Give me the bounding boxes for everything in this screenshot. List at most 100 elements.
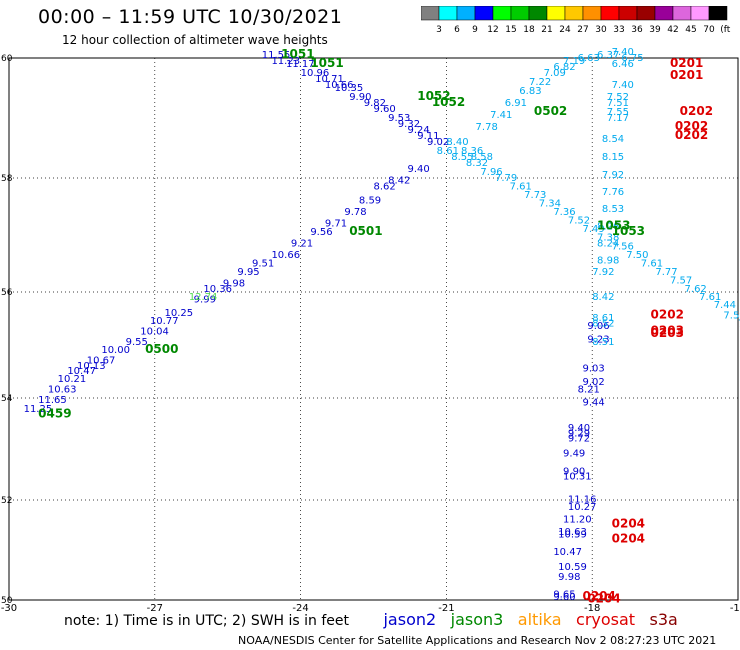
- y-tick-label: 54: [1, 394, 13, 404]
- y-tick-label: 58: [1, 174, 13, 184]
- wave-height-label: 6.75: [621, 53, 643, 64]
- wave-height-label: 8.61: [592, 313, 614, 324]
- wave-height-label: 11.23: [271, 56, 300, 67]
- wave-height-label: 10.59: [558, 562, 587, 573]
- wave-height-label: 12.74: [189, 292, 218, 303]
- wave-height-label: 9.32: [398, 119, 420, 130]
- wave-height-label: 9.60: [553, 592, 575, 603]
- wave-height-label: 10.00: [101, 345, 130, 356]
- colorbar-tick-label: 39: [649, 25, 661, 35]
- wave-height-label: 9.23: [587, 334, 609, 345]
- pass-time-label: 0201: [670, 56, 703, 70]
- wave-height-label: 7.61: [641, 258, 663, 269]
- wave-height-label: 11.17: [286, 59, 315, 70]
- wave-height-label: 10.63: [48, 385, 77, 396]
- wave-height-label: 9.90: [349, 92, 371, 103]
- wave-height-label: 9.11: [417, 131, 439, 142]
- pass-time-label: 0203: [651, 323, 684, 337]
- wave-height-label: 7.34: [539, 199, 561, 210]
- wave-height-label: 8.51: [592, 337, 614, 348]
- pass-time-label: 1052: [417, 89, 450, 103]
- wave-height-label: 8.55: [451, 152, 473, 163]
- colorbar-tick-label: 30: [595, 25, 607, 35]
- wave-height-label: 9.99: [194, 295, 216, 306]
- x-tick-label: -27: [147, 603, 163, 614]
- wave-height-label: 10.66: [271, 250, 300, 261]
- x-tick-label: -21: [438, 603, 454, 614]
- x-tick-label: -18: [584, 603, 600, 614]
- colorbar-tick-label: 33: [613, 25, 624, 35]
- wave-height-label: 7.40: [612, 47, 634, 58]
- legend-cryosat: cryosat: [576, 610, 636, 629]
- wave-height-label: 8.36: [461, 146, 483, 157]
- wave-height-label: 8.26: [597, 221, 619, 232]
- wave-height-label: 9.02: [427, 137, 449, 148]
- wave-height-label: 9.49: [563, 449, 585, 460]
- wave-height-label: 6.46: [612, 59, 634, 70]
- wave-height-label: 6.91: [505, 98, 527, 109]
- wave-height-label: 7.49: [582, 224, 604, 235]
- wave-height-label: 9.02: [582, 377, 604, 388]
- colorbar-tick-label: 21: [541, 25, 552, 35]
- wave-height-label: 7.56: [612, 241, 634, 252]
- wave-height-label: 9.06: [587, 321, 609, 332]
- wave-height-label: 10.67: [87, 356, 116, 367]
- wave-height-label: 10.63: [558, 527, 587, 538]
- y-tick-label: 60: [1, 54, 13, 64]
- colorbar-tick-label: 6: [454, 25, 460, 35]
- wave-height-label: 10.77: [150, 316, 179, 327]
- wave-height-label: 8.58: [471, 152, 493, 163]
- colorbar-tick-label: 70: [703, 25, 715, 35]
- wave-height-label: 8.24: [597, 238, 619, 249]
- wave-height-label: 8.42: [592, 292, 614, 303]
- wave-height-label: 7.44: [714, 300, 736, 311]
- color-swatch: [708, 6, 728, 21]
- wave-height-label: 8.62: [374, 181, 396, 192]
- colorbar-tick-label: 9: [472, 25, 478, 35]
- wave-height-label: 7.96: [480, 167, 502, 178]
- pass-time-label: 0204: [587, 592, 620, 606]
- pass-time-label: 1051: [281, 47, 314, 61]
- credit-line: NOAA/NESDIS Center for Satellite Applica…: [238, 634, 717, 647]
- wave-height-label: 10.04: [140, 326, 169, 337]
- colorbar-tick-label: 45: [685, 25, 696, 35]
- pass-time-label: 0202: [675, 128, 708, 142]
- legend-s3a: s3a: [649, 610, 678, 629]
- pass-time-label: 0502: [534, 104, 567, 118]
- wave-height-label: 9.03: [582, 364, 604, 375]
- wave-height-label: 7.78: [476, 122, 498, 133]
- legend: note: 1) Time is in UTC; 2) SWH is in fe…: [64, 610, 688, 629]
- wave-height-label: 9.55: [126, 337, 148, 348]
- legend-jason2: jason2: [383, 610, 437, 629]
- y-tick-label: 50: [1, 596, 13, 606]
- wave-height-label: 7.62: [685, 284, 707, 295]
- wave-height-label: 10.31: [563, 472, 592, 483]
- colorbar-tick-label: 15: [505, 25, 516, 35]
- wave-height-label: 9.82: [364, 98, 386, 109]
- wave-height-label: 7.73: [524, 190, 546, 201]
- pass-time-label: 1053: [612, 224, 645, 238]
- wave-height-label: 7.50: [626, 250, 648, 261]
- wave-height-label: 7.19: [563, 56, 585, 67]
- colorbar-tick-label: 24: [559, 25, 571, 35]
- wave-height-label: 9.95: [237, 267, 259, 278]
- wave-height-label: 9.65: [553, 590, 575, 601]
- pass-time-label: 0201: [670, 68, 703, 82]
- wave-height-label: 9.98: [223, 278, 245, 289]
- wave-height-label: 8.21: [578, 385, 600, 396]
- pass-time-label: 0204: [612, 532, 645, 546]
- legend-note: note: 1) Time is in UTC; 2) SWH is in fe…: [64, 613, 350, 629]
- wave-height-label: 7.52: [607, 92, 629, 103]
- wave-height-label: 7.77: [655, 267, 677, 278]
- pass-time-label: 0202: [680, 104, 713, 118]
- wave-height-label: 8.42: [388, 176, 410, 187]
- wave-height-label: 10.36: [203, 284, 232, 295]
- wave-height-label: 6.37: [597, 50, 619, 61]
- wave-height-label: 9.71: [325, 218, 347, 229]
- pass-time-label: 0204: [582, 589, 615, 603]
- wave-height-label: 7.17: [607, 113, 629, 124]
- map-subtitle: 12 hour collection of altimeter wave hei…: [62, 33, 328, 47]
- wave-height-label: 7.76: [602, 187, 624, 198]
- wave-height-label: 8.61: [437, 146, 459, 157]
- wave-height-label: 10.59: [558, 530, 587, 541]
